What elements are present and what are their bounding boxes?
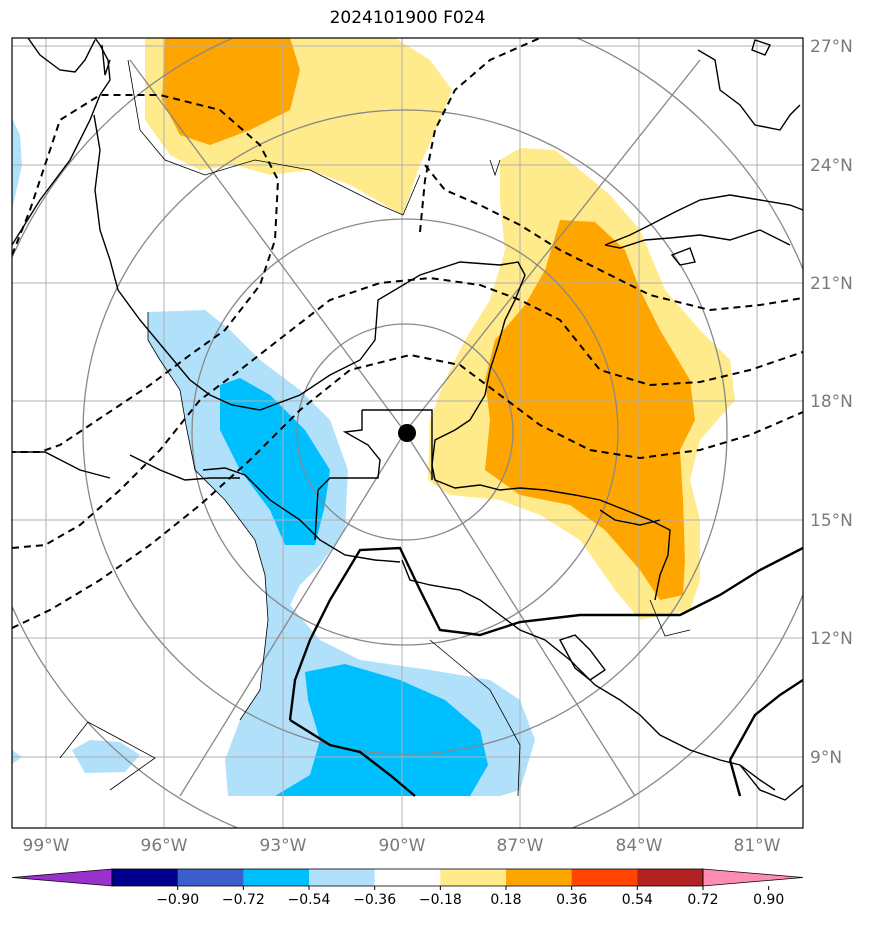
thick-lines — [288, 546, 803, 797]
shaded-field — [12, 38, 735, 796]
lat-label: 9°N — [810, 748, 842, 768]
colorbar-segment — [177, 869, 244, 886]
map-area — [12, 38, 803, 828]
map-frame — [11, 37, 804, 829]
storm-center-marker — [398, 424, 416, 442]
colorbar-segment — [374, 869, 441, 886]
colorbar-segment — [309, 869, 376, 886]
positive-core-north — [162, 38, 300, 145]
lon-label: 93°W — [260, 836, 307, 856]
thin-contours — [59, 59, 691, 797]
colorbar-tick-label: −0.36 — [353, 892, 396, 908]
colorbar-tick-label: −0.72 — [222, 892, 265, 908]
colorbar: −0.90 −0.72 −0.54 −0.36 −0.18 0.18 0.36 0.54 0.7… — [11, 868, 804, 908]
colorbar-tick-label: 0.72 — [687, 892, 718, 908]
latitude-labels: 27°N 24°N 21°N 18°N 15°N 12°N 9°N — [810, 37, 853, 768]
range-rings — [12, 38, 803, 828]
colorbar-extend-low — [11, 868, 113, 887]
map-title: 2024101900 F024 — [329, 8, 486, 28]
colorbar-tick-label: −0.18 — [419, 892, 462, 908]
colorbar-tick-label: 0.36 — [556, 892, 587, 908]
colorbar-extend-high — [702, 868, 804, 887]
graticule — [12, 38, 803, 828]
coastlines — [12, 38, 803, 801]
colorbar-segment — [440, 869, 507, 886]
lon-label: 84°W — [616, 836, 663, 856]
lat-label: 27°N — [810, 37, 853, 57]
colorbar-frame — [111, 868, 704, 887]
negative-core-gulf — [220, 378, 330, 545]
positive-core-east — [485, 220, 695, 600]
colorbar-segment — [243, 869, 310, 886]
colorbar-segment — [506, 869, 573, 886]
negative-core-pacific — [275, 664, 488, 796]
lat-label: 12°N — [810, 629, 853, 649]
lat-label: 15°N — [810, 511, 853, 531]
colorbar-tick-label: 0.54 — [622, 892, 653, 908]
lon-label: 81°W — [734, 836, 781, 856]
lon-label: 87°W — [497, 836, 544, 856]
colorbar-tick-label: −0.54 — [288, 892, 331, 908]
lon-label: 99°W — [23, 836, 70, 856]
colorbar-segment — [637, 869, 704, 886]
colorbar-segment — [571, 869, 638, 886]
colorbar-segment — [112, 869, 179, 886]
colorbar-tick-label: 0.18 — [490, 892, 521, 908]
lat-label: 24°N — [810, 156, 853, 176]
colorbar-tick-label: 0.90 — [753, 892, 784, 908]
longitude-labels: 99°W 96°W 93°W 90°W 87°W 84°W 81°W — [23, 836, 781, 856]
dashed-contours — [12, 38, 803, 629]
lon-label: 90°W — [379, 836, 426, 856]
lat-label: 18°N — [810, 392, 853, 412]
lon-label: 96°W — [141, 836, 188, 856]
positive-region-west-edge — [12, 118, 22, 210]
lat-label: 21°N — [810, 274, 853, 294]
colorbar-tick-label: −0.90 — [156, 892, 199, 908]
